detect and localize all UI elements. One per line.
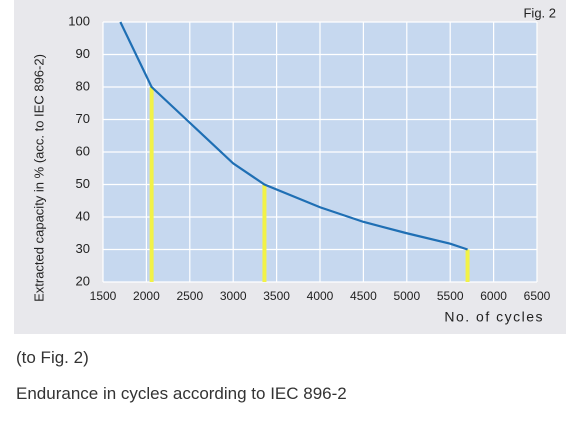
x-tick-label: 6000 bbox=[480, 289, 507, 303]
caption-text: Endurance in cycles according to IEC 896… bbox=[16, 384, 347, 403]
y-tick-label: 80 bbox=[76, 78, 90, 93]
y-tick-label: 60 bbox=[76, 143, 90, 158]
line-series bbox=[119, 21, 468, 251]
x-tick-label: 4500 bbox=[350, 289, 377, 303]
chart: Fig. 2 No. of cycles Extracted capacity … bbox=[14, 0, 566, 334]
x-tick-label: 6500 bbox=[524, 289, 551, 303]
figure-label: Fig. 2 bbox=[523, 5, 556, 20]
x-tick-label: 2000 bbox=[133, 289, 160, 303]
x-tick-label: 5000 bbox=[393, 289, 420, 303]
y-tick-label: 50 bbox=[76, 176, 90, 191]
y-tick-label: 100 bbox=[68, 13, 90, 28]
y-tick-label: 20 bbox=[76, 273, 90, 288]
y-tick-label: 40 bbox=[76, 208, 90, 223]
x-axis-label: No. of cycles bbox=[444, 309, 544, 325]
y-axis-label: Extracted capacity in % (acc. to IEC 896… bbox=[31, 54, 46, 302]
x-tick-label: 3000 bbox=[220, 289, 247, 303]
y-tick-label: 70 bbox=[76, 111, 90, 126]
x-tick-label: 2500 bbox=[176, 289, 203, 303]
caption-ref: (to Fig. 2) bbox=[16, 348, 89, 367]
x-tick-label: 3500 bbox=[263, 289, 290, 303]
x-tick-label: 5500 bbox=[437, 289, 464, 303]
y-tick-label: 30 bbox=[76, 241, 90, 256]
x-tick-label: 1500 bbox=[90, 289, 117, 303]
y-tick-label: 90 bbox=[76, 46, 90, 61]
x-tick-label: 4000 bbox=[307, 289, 334, 303]
